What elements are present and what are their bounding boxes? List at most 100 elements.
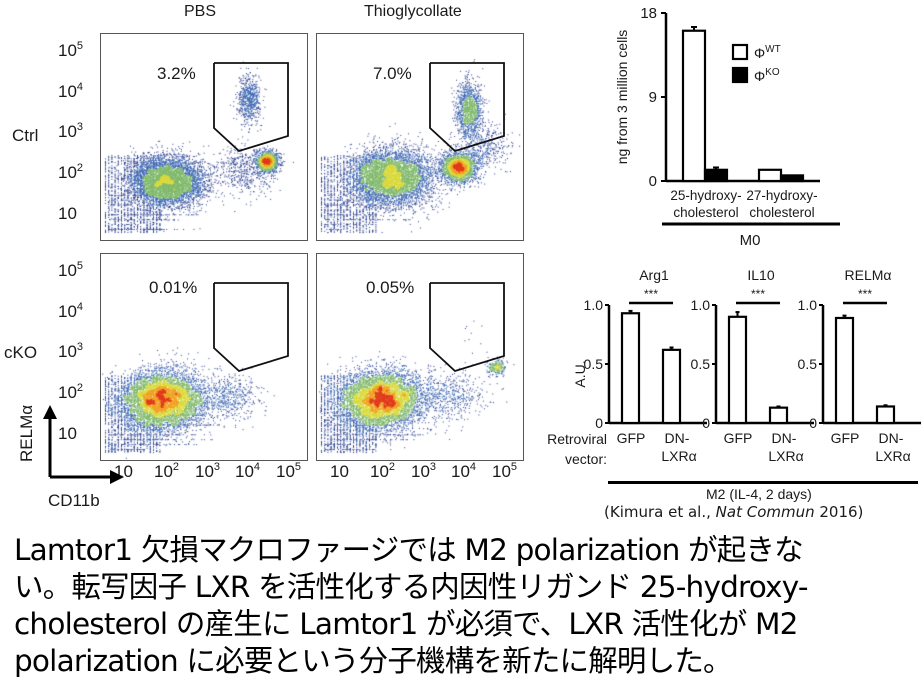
legend-swatch	[731, 43, 749, 61]
category-label-dn: DN-	[665, 430, 690, 446]
bar-dn-lxra	[768, 406, 789, 425]
x-tick-label: 10	[330, 462, 349, 481]
flow-plot-cko-thio: 0.05%	[316, 253, 524, 461]
m0-bar-chart-svg: 0 9 18 ng from 3 million cells ΦWT ΦKO 25-hydr…	[614, 5, 840, 249]
chart-title: IL10	[747, 267, 774, 283]
legend-sup: WT	[765, 44, 781, 55]
category-label: cholesterol	[749, 205, 814, 220]
bar-ko-1	[779, 174, 805, 183]
category-label-gfp: GFP	[617, 430, 646, 446]
x-arrow-head	[110, 470, 124, 484]
m2-chart-relm: 0 0.5 1.0 RELMα *** GFP DN- LXRα	[798, 267, 921, 464]
category-label: 27-hydroxy-	[746, 188, 817, 203]
y-axis-label-relma: RELMα	[17, 404, 36, 462]
chart-title: RELMα	[845, 267, 892, 283]
bar-dn-lxra	[661, 348, 682, 425]
column-title-pbs: PBS	[184, 3, 217, 20]
caption-line: い。転写因子 LXR を活性化する内因性リガンド 25-hydroxy-	[14, 570, 809, 604]
density-dots	[317, 34, 523, 240]
y-tick-label: 1.0	[584, 297, 604, 313]
density-dots	[101, 34, 307, 240]
bar-gfp	[620, 312, 641, 425]
x-axis-label-cd11b: CD11b	[48, 491, 100, 510]
significance-stars: ***	[644, 287, 658, 301]
category-label-gfp: GFP	[724, 430, 753, 446]
retroviral-vector-label: Retroviral vector:	[533, 429, 607, 469]
y-tick-label: 103	[58, 341, 84, 362]
x-tick-label: 105	[276, 461, 302, 482]
category-label-lxra: LXRα	[768, 448, 803, 464]
y-tick-label: 0.5	[584, 356, 604, 372]
bar-dn-lxra	[875, 405, 896, 425]
x-tick-label: 103	[411, 461, 437, 482]
y-tick-label: 10	[58, 424, 77, 443]
flow-plot-ctrl-thio: 7.0%	[316, 33, 524, 241]
gate-polygon	[213, 62, 289, 153]
caption-line: polarization に必要という分子機構を新たに解明した。	[14, 644, 733, 678]
y-tick-label: 0	[809, 415, 817, 431]
caption-line: Lamtor1 欠損マクロファージでは M2 polarization が起きな	[14, 533, 804, 567]
x-tick-label: 102	[154, 461, 180, 482]
category-label-lxra: LXRα	[875, 448, 910, 464]
y-tick-label: 103	[58, 121, 84, 142]
m2-group-label: M2 (IL-4, 2 days)	[706, 486, 812, 502]
citation-journal: Nat Commun	[715, 503, 815, 521]
category-label-dn: DN-	[879, 430, 904, 446]
y-tick-label: 102	[58, 382, 84, 403]
y-tick-label: 0	[649, 173, 657, 190]
axis-arrows	[43, 405, 124, 484]
y-tick-label: 104	[58, 301, 84, 322]
citation-prefix: (Kimura et al.,	[604, 503, 716, 521]
bar-gfp	[834, 316, 855, 425]
density-dots	[101, 254, 307, 460]
y-tick-label: 104	[58, 81, 84, 102]
gate-percentage: 0.05%	[366, 278, 415, 297]
significance-stars: ***	[858, 287, 872, 301]
y-axis-label: A.U.	[572, 360, 588, 387]
flow-plot-ctrl-pbs: 3.2%	[100, 33, 308, 241]
x-tick-label: 103	[195, 461, 221, 482]
chart-title: Arg1	[639, 267, 669, 283]
category-label-gfp: GFP	[831, 430, 860, 446]
row-label-ctrl: Ctrl	[12, 126, 39, 145]
y-tick-label: 105	[58, 260, 84, 281]
legend-swatch	[731, 66, 749, 84]
m2-bar-charts-svg: 0 0.5 1.0 Arg1 *** GFP DN- LXRα A.U. 0 0.5 1.0 IL10 *…	[572, 267, 921, 464]
gate-polygon	[213, 282, 289, 373]
bar-ko-0	[703, 168, 729, 183]
gate-percentage: 3.2%	[157, 64, 196, 83]
row-label-line: vector:	[564, 451, 607, 467]
gate-percentage: 7.0%	[373, 64, 412, 83]
category-label-lxra: LXRα	[661, 448, 696, 464]
gate-polygon	[429, 282, 505, 373]
gate-polygon	[429, 62, 505, 153]
y-tick-label: 1.0	[691, 297, 711, 313]
y-tick-label: 9	[649, 89, 657, 106]
y-tick-label: 18	[640, 5, 657, 22]
row-label-line: Retroviral	[547, 431, 607, 447]
citation-suffix: 2016)	[814, 503, 864, 521]
m0-group-label: M0	[740, 232, 761, 249]
legend-label: ΦWT	[754, 44, 781, 61]
y-tick-label: 10	[58, 204, 77, 223]
flow-plot-cko-pbs: 0.01%	[100, 253, 308, 461]
column-title-thioglycollate: Thioglycollate	[364, 3, 462, 20]
y-tick-label: 105	[58, 40, 84, 61]
x-tick-label: 102	[370, 461, 396, 482]
y-tick-label: 1.0	[798, 297, 818, 313]
y-tick-label: 0	[702, 415, 710, 431]
summary-caption: Lamtor1 欠損マクロファージでは M2 polarization が起きな…	[14, 532, 919, 680]
x-tick-label: 104	[451, 461, 477, 482]
row-label-cko: cKO	[4, 343, 38, 362]
x-tick-label: 104	[235, 461, 261, 482]
category-label-dn: DN-	[772, 430, 797, 446]
category-label: 25-hydroxy-	[670, 188, 741, 203]
y-tick-label: 0.5	[798, 356, 818, 372]
y-tick-label: 0	[595, 415, 603, 431]
caption-line: cholesterol の産生に Lamtor1 が必須で、LXR 活性化が M…	[14, 607, 798, 641]
gate-percentage: 0.01%	[149, 278, 198, 297]
citation: (Kimura et al., Nat Commun 2016)	[604, 503, 863, 521]
bar-wt-0	[681, 29, 707, 183]
bar-gfp	[727, 315, 748, 425]
m2-group-bracket	[608, 481, 918, 484]
